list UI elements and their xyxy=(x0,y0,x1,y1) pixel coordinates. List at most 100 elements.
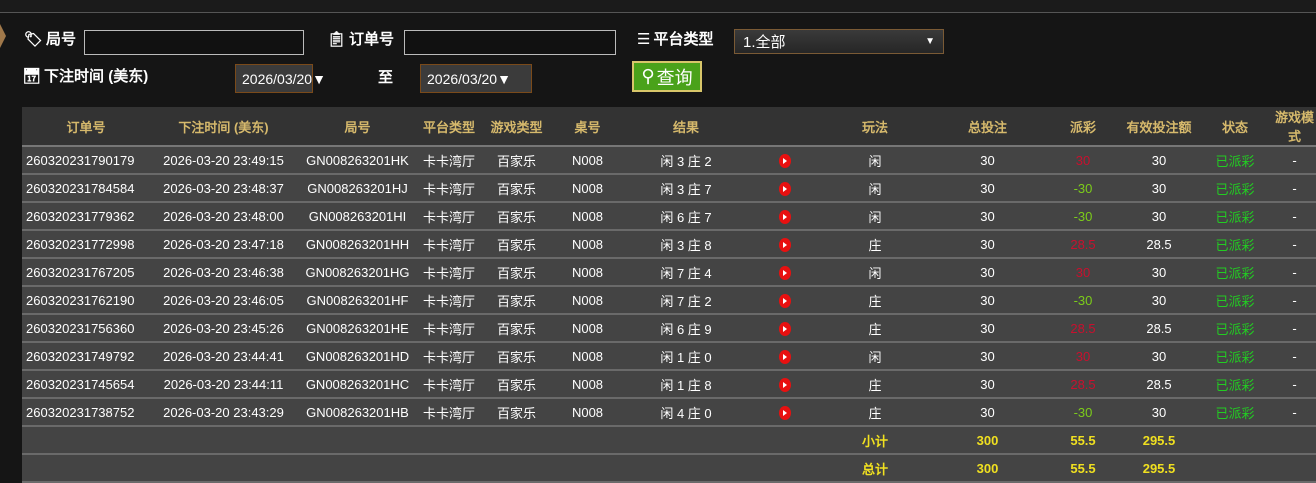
video-cell xyxy=(750,314,820,343)
game-type: 百家乐 xyxy=(480,286,553,315)
table-id: N008 xyxy=(553,174,622,203)
play-video-icon[interactable] xyxy=(779,377,791,392)
payout: 28.5 xyxy=(1045,314,1121,343)
spacer xyxy=(22,454,820,483)
column-header: 结果 xyxy=(622,107,750,147)
total-bet: 30 xyxy=(930,314,1045,343)
play-video-icon[interactable] xyxy=(779,293,791,308)
game-mode: - xyxy=(1273,370,1316,399)
total-bet: 30 xyxy=(930,286,1045,315)
video-cell xyxy=(750,286,820,315)
status-badge: 已派彩 xyxy=(1197,370,1273,399)
play-video-icon[interactable] xyxy=(779,349,791,364)
status-badge: 已派彩 xyxy=(1197,174,1273,203)
payout: -30 xyxy=(1045,398,1121,427)
platform-label: ☰ 平台类型 xyxy=(637,30,714,49)
order-id: 260320231762190 xyxy=(22,286,150,315)
result: 闲 7 庄 4 xyxy=(622,258,750,287)
game-type: 百家乐 xyxy=(480,258,553,287)
result: 闲 3 庄 2 xyxy=(622,146,750,175)
table-id: N008 xyxy=(553,286,622,315)
table-id: N008 xyxy=(553,146,622,175)
play-type: 庄 xyxy=(820,398,930,427)
total-bet: 30 xyxy=(930,258,1045,287)
platform: 卡卡湾厅 xyxy=(418,230,480,259)
order-id: 260320231790179 xyxy=(22,146,150,175)
video-cell xyxy=(750,230,820,259)
column-header: 游戏类型 xyxy=(480,107,553,147)
total-bet: 30 xyxy=(930,146,1045,175)
column-header: 下注时间 (美东) xyxy=(150,107,297,147)
to-label: 至 xyxy=(378,69,394,86)
server-icon: ☰ xyxy=(637,30,651,48)
game-type: 百家乐 xyxy=(480,146,553,175)
game-type: 百家乐 xyxy=(480,314,553,343)
column-header: 游戏模式 xyxy=(1273,107,1316,147)
platform-select[interactable]: 1.全部 ▼ xyxy=(734,29,944,54)
date-to-select[interactable]: 2026/03/20▼ xyxy=(420,64,532,93)
valid-bet: 30 xyxy=(1121,174,1197,203)
table-row: 260320231790179 2026-03-20 23:49:15 GN0082… xyxy=(22,146,1316,175)
payout: -30 xyxy=(1045,202,1121,231)
order-input[interactable] xyxy=(404,30,616,55)
valid-bet: 30 xyxy=(1121,146,1197,175)
play-video-icon[interactable] xyxy=(779,181,791,196)
play-video-icon[interactable] xyxy=(779,265,791,280)
video-cell xyxy=(750,146,820,175)
payout: -30 xyxy=(1045,286,1121,315)
order-id: 260320231738752 xyxy=(22,398,150,427)
date-from-select[interactable]: 2026/03/20▼ xyxy=(235,64,326,93)
total-bet: 30 xyxy=(930,370,1045,399)
round-id: GN008263201HE xyxy=(297,314,418,343)
bet-time: 2026-03-20 23:46:05 xyxy=(150,286,297,315)
valid-bet: 28.5 xyxy=(1121,230,1197,259)
result: 闲 6 庄 7 xyxy=(622,202,750,231)
play-video-icon[interactable] xyxy=(779,153,791,168)
result: 闲 6 庄 9 xyxy=(622,314,750,343)
result: 闲 3 庄 8 xyxy=(622,230,750,259)
payout: 30 xyxy=(1045,258,1121,287)
payout: -30 xyxy=(1045,174,1121,203)
order-id: 260320231779362 xyxy=(22,202,150,231)
game-mode: - xyxy=(1273,342,1316,371)
chevron-down-icon: ▼ xyxy=(925,36,935,47)
calendar-icon: 📅︎ xyxy=(22,67,42,85)
table-id: N008 xyxy=(553,202,622,231)
order-id: 260320231745654 xyxy=(22,370,150,399)
result: 闲 1 庄 0 xyxy=(622,342,750,371)
game-mode: - xyxy=(1273,258,1316,287)
result: 闲 7 庄 2 xyxy=(622,286,750,315)
play-type: 闲 xyxy=(820,202,930,231)
payout: 28.5 xyxy=(1045,370,1121,399)
play-video-icon[interactable] xyxy=(779,321,791,336)
platform: 卡卡湾厅 xyxy=(418,174,480,203)
table-row: 260320231762190 2026-03-20 23:46:05 GN0082… xyxy=(22,286,1316,315)
play-type: 闲 xyxy=(820,342,930,371)
query-button[interactable]: ⚲ 查询 xyxy=(632,61,702,92)
game-mode: - xyxy=(1273,202,1316,231)
result: 闲 4 庄 0 xyxy=(622,398,750,427)
table-id: N008 xyxy=(553,314,622,343)
bet-records-table: 订单号 下注时间 (美东) 局号 平台类型 游戏类型 桌号 结果 玩法 总投注 派彩 有效投注额 状态… xyxy=(22,107,1316,483)
video-cell xyxy=(750,202,820,231)
status-badge: 已派彩 xyxy=(1197,342,1273,371)
play-video-icon[interactable] xyxy=(779,209,791,224)
round-id: GN008263201HF xyxy=(297,286,418,315)
table-id: N008 xyxy=(553,370,622,399)
play-type: 庄 xyxy=(820,314,930,343)
game-type: 百家乐 xyxy=(480,174,553,203)
side-arrow-icon[interactable] xyxy=(0,24,6,48)
play-video-icon[interactable] xyxy=(779,237,791,252)
round-input[interactable] xyxy=(84,30,304,55)
column-header: 总投注 xyxy=(930,107,1045,147)
status-badge: 已派彩 xyxy=(1197,230,1273,259)
play-type: 庄 xyxy=(820,370,930,399)
game-mode: - xyxy=(1273,146,1316,175)
total-bet: 30 xyxy=(930,174,1045,203)
platform: 卡卡湾厅 xyxy=(418,146,480,175)
platform: 卡卡湾厅 xyxy=(418,342,480,371)
game-type: 百家乐 xyxy=(480,342,553,371)
payout: 30 xyxy=(1045,342,1121,371)
game-type: 百家乐 xyxy=(480,230,553,259)
play-video-icon[interactable] xyxy=(779,405,791,420)
